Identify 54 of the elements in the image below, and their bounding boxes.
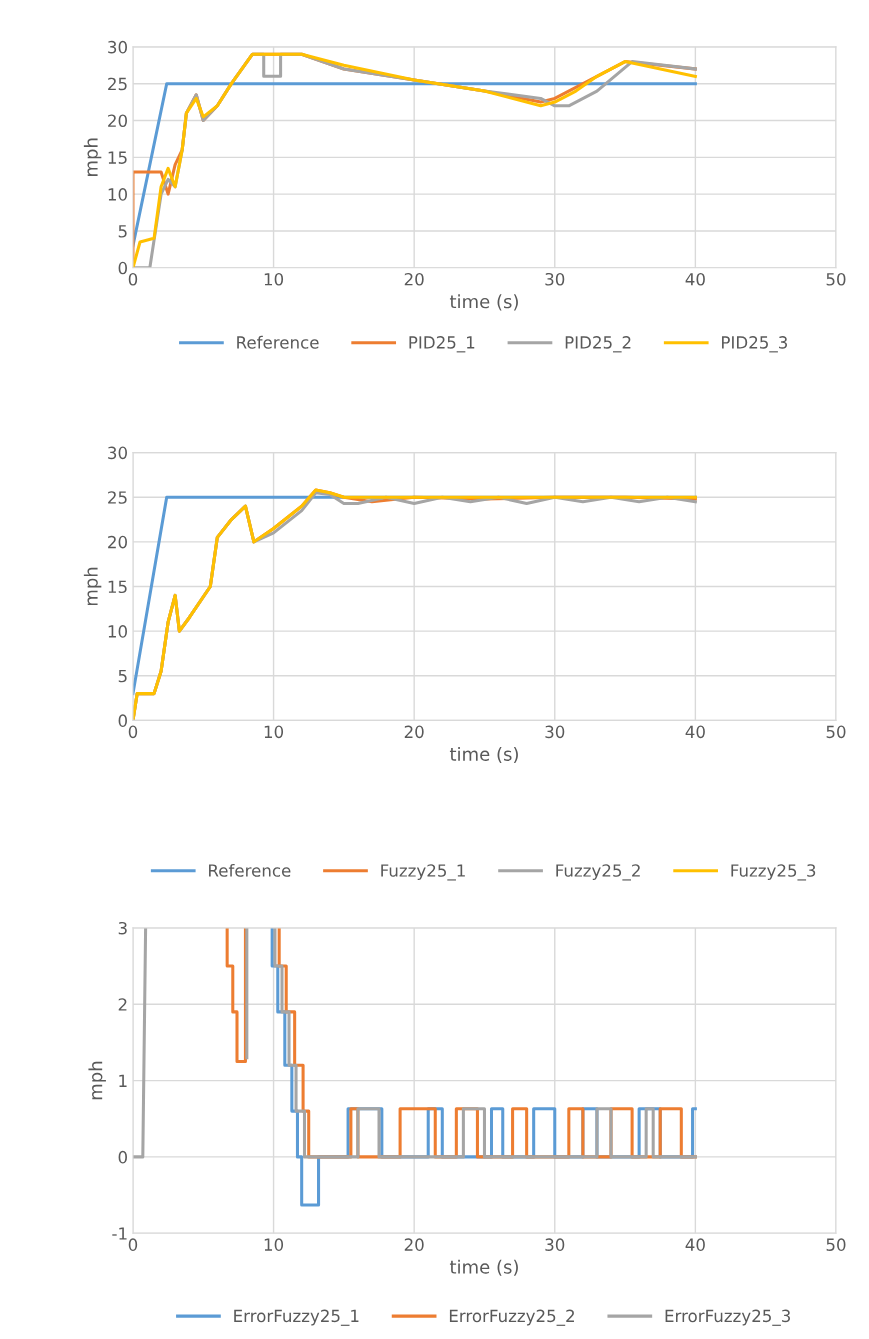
y-tick-label: 0 xyxy=(118,261,127,275)
y-tick-label: 20 xyxy=(108,535,127,549)
x-tick-label: 30 xyxy=(545,1238,565,1251)
y-tick-label: 2 xyxy=(118,998,127,1011)
legend-label: ErrorFuzzy25_3 xyxy=(665,1309,790,1326)
y-tick-label: 0 xyxy=(118,714,127,727)
y-tick-label: 20 xyxy=(108,114,127,128)
x-tick-label: 0 xyxy=(128,272,138,286)
x-axis-title: time (s) xyxy=(449,1259,518,1276)
y-axis-title: mph xyxy=(88,1061,106,1100)
x-tick-label: 0 xyxy=(128,1238,138,1251)
y-tick-label: 10 xyxy=(108,625,127,638)
y-tick-label: 15 xyxy=(108,580,127,594)
legend-label: Reference xyxy=(209,863,291,877)
x-axis-title: time (s) xyxy=(449,294,518,311)
legend-label: ErrorFuzzy25_1 xyxy=(234,1309,359,1326)
x-tick-label: 10 xyxy=(264,1238,284,1251)
legend-label: PID25_2 xyxy=(565,336,631,353)
y-tick-label: 25 xyxy=(108,77,127,91)
x-tick-label: 10 xyxy=(264,272,284,286)
y-tick-label: 5 xyxy=(118,669,127,683)
x-tick-label: 20 xyxy=(404,725,424,739)
y-axis-title: mph xyxy=(83,138,102,176)
y-axis-title: mph xyxy=(83,567,102,606)
y-tick-label: 30 xyxy=(108,446,127,460)
x-tick-label: 20 xyxy=(404,272,424,286)
legend-label: PID25_3 xyxy=(722,336,788,353)
x-tick-label: 10 xyxy=(264,725,284,739)
legend-label: Fuzzy25_2 xyxy=(556,864,640,881)
x-tick-label: 40 xyxy=(685,272,705,286)
x-tick-label: 50 xyxy=(826,1238,846,1251)
legend-label: ErrorFuzzy25_2 xyxy=(449,1309,574,1326)
x-tick-label: 50 xyxy=(826,272,846,286)
y-tick-label: 1 xyxy=(119,1074,127,1087)
x-tick-label: 30 xyxy=(545,725,565,739)
x-tick-label: 40 xyxy=(685,1238,705,1251)
x-tick-label: 0 xyxy=(128,725,138,739)
y-tick-label: 0 xyxy=(118,1150,127,1164)
y-tick-label: 25 xyxy=(108,491,127,504)
y-tick-label: 10 xyxy=(108,188,127,201)
y-tick-label: 30 xyxy=(108,40,127,54)
y-tick-label: -1 xyxy=(112,1227,127,1240)
legend-label: PID25_1 xyxy=(409,336,475,353)
y-tick-label: 15 xyxy=(108,151,127,164)
x-tick-label: 40 xyxy=(685,725,705,739)
x-tick-label: 50 xyxy=(826,725,846,739)
legend-label: Reference xyxy=(237,335,319,349)
y-tick-label: 3 xyxy=(118,921,127,935)
x-tick-label: 20 xyxy=(404,1238,424,1251)
legend-label: Fuzzy25_3 xyxy=(731,864,816,881)
x-axis-title: time (s) xyxy=(449,746,518,764)
y-tick-label: 5 xyxy=(118,225,127,238)
x-tick-label: 30 xyxy=(545,272,565,286)
legend-label: Fuzzy25_1 xyxy=(381,864,465,881)
